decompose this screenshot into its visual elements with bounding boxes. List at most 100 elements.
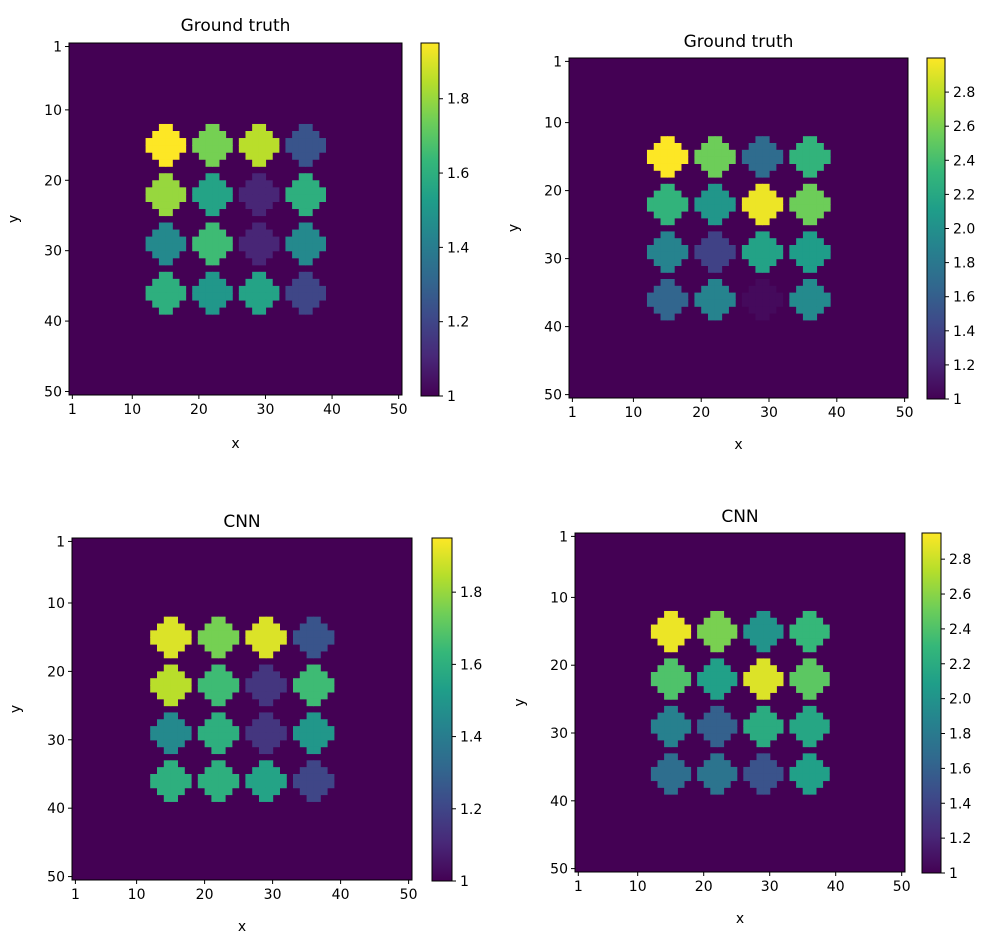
heatmap-cell — [265, 739, 274, 748]
heatmap-cell — [716, 631, 725, 639]
heatmap-cell — [225, 671, 233, 679]
y-tick-label: 40 — [550, 794, 568, 810]
heatmap-cell — [212, 208, 220, 217]
heatmap-cell — [741, 251, 750, 260]
heatmap-cell — [165, 271, 173, 280]
x-tick-label: 10 — [128, 887, 146, 903]
heatmap-cell — [763, 624, 771, 632]
heatmap-cell — [743, 631, 751, 639]
heatmap-cell — [796, 245, 804, 253]
heatmap-cell — [265, 229, 273, 238]
heatmap-cell — [707, 211, 716, 219]
heatmap-cell — [723, 726, 731, 734]
heatmap-cell — [701, 285, 709, 294]
heatmap-cell — [252, 131, 260, 139]
heatmap-cell — [657, 773, 665, 782]
heatmap-cell — [796, 143, 804, 151]
heatmap-cell — [258, 222, 267, 231]
heatmap-cell — [198, 131, 207, 139]
heatmap-cell — [741, 149, 750, 158]
heatmap-cell — [259, 746, 267, 755]
heatmap-cell — [664, 739, 672, 748]
heatmap-circle — [650, 753, 692, 795]
heatmap-cell — [306, 739, 314, 748]
heatmap-cell — [258, 271, 267, 280]
heatmap-cell — [298, 187, 307, 195]
heatmap-cell — [150, 726, 158, 734]
heatmap-cell — [776, 631, 784, 639]
heatmap-cell — [714, 258, 723, 266]
heatmap-cell — [205, 222, 213, 231]
heatmap-cell — [258, 257, 267, 266]
heatmap-cell — [721, 163, 729, 171]
heatmap-cell — [313, 698, 321, 707]
y-tick-label: 10 — [44, 103, 62, 119]
heatmap-cell — [265, 145, 273, 153]
heatmap-cell — [306, 685, 314, 693]
heatmap-cell — [710, 787, 718, 795]
chart-title: CNN — [223, 512, 260, 532]
heatmap-cell — [816, 143, 824, 151]
heatmap-cell — [710, 692, 718, 700]
heatmap-cell — [197, 678, 206, 686]
heatmap-cell — [184, 678, 192, 686]
y-tick-label: 50 — [550, 862, 568, 878]
heatmap-cell — [218, 299, 227, 308]
heatmap-cell — [723, 638, 731, 646]
heatmap-cell — [211, 623, 219, 631]
heatmap-cell — [259, 678, 267, 686]
heatmap-cell — [756, 610, 764, 619]
heatmap-cell — [218, 285, 227, 294]
heatmap-cell — [172, 180, 180, 188]
heatmap-cell — [306, 623, 314, 631]
heatmap-cell — [802, 279, 811, 287]
heatmap-cell — [292, 285, 300, 294]
heatmap-cell — [312, 131, 320, 139]
heatmap-cell — [802, 245, 811, 253]
heatmap-cell — [165, 243, 173, 252]
heatmap-cell — [796, 671, 804, 680]
heatmap-cell — [150, 637, 158, 645]
heatmap-cell — [707, 190, 716, 198]
heatmap-cell — [305, 173, 313, 181]
heatmap-cell — [677, 719, 685, 727]
heatmap-cell — [265, 623, 274, 631]
heatmap-cell — [279, 726, 287, 734]
heatmap-cell — [815, 631, 824, 639]
heatmap-cell — [796, 678, 804, 687]
heatmap-cell — [306, 691, 314, 700]
heatmap-cell — [762, 149, 770, 158]
heatmap-cell — [749, 760, 758, 768]
heatmap-cell — [204, 637, 212, 645]
heatmap-cell — [292, 278, 300, 287]
heatmap-cell — [218, 650, 226, 659]
heatmap-cell — [694, 299, 702, 307]
heatmap-cell — [157, 739, 165, 748]
heatmap-cell — [809, 773, 817, 782]
heatmap-cell — [664, 638, 672, 646]
heatmap-cell — [205, 271, 213, 280]
heatmap-cell — [674, 251, 682, 260]
heatmap-cell — [265, 746, 274, 755]
heatmap-cell — [714, 313, 723, 321]
heatmap-cell — [728, 299, 736, 307]
axes-frame — [68, 42, 403, 396]
heatmap-cell — [150, 732, 158, 741]
heatmap-cell — [298, 180, 307, 188]
heatmap-cell — [657, 665, 665, 673]
heatmap-cell — [755, 163, 763, 171]
heatmap-cell — [769, 190, 777, 198]
heatmap-cell — [299, 739, 308, 748]
colorbar-tick-label: 2.6 — [949, 587, 971, 603]
heatmap-cell — [198, 278, 207, 287]
heatmap-cell — [802, 753, 810, 761]
heatmap-cell — [152, 131, 160, 139]
x-tick-label: 1 — [71, 887, 80, 903]
heatmap-cell — [218, 616, 226, 625]
heatmap-cell — [265, 698, 274, 707]
heatmap-cell — [272, 243, 280, 252]
heatmap-cell — [245, 131, 253, 139]
heatmap-cell — [769, 258, 777, 266]
